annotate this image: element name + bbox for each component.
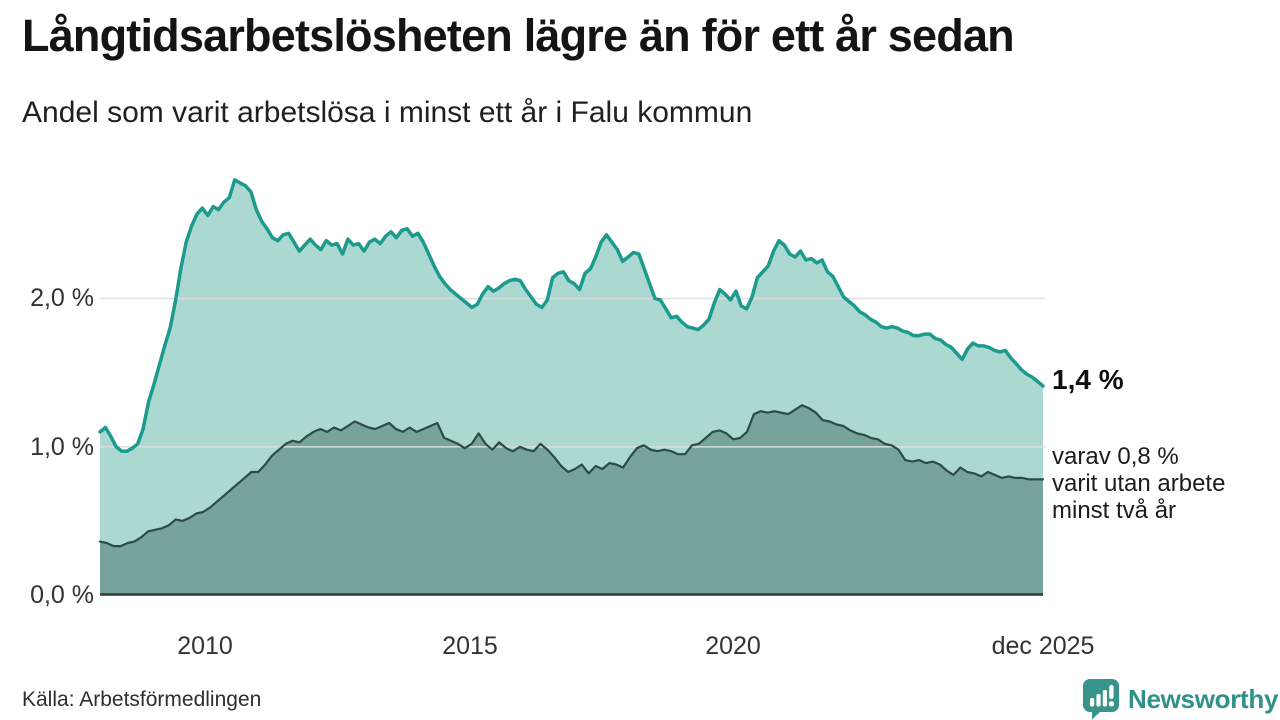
- secondary-annotation-line3: minst två år: [1052, 497, 1177, 524]
- series-line-1: [98, 404, 1045, 548]
- xtick-dec-2025: dec 2025: [991, 632, 1095, 660]
- secondary-annotation-line2: varit utan arbete: [1052, 470, 1226, 497]
- logo-bar-2: [1096, 694, 1101, 707]
- newsworthy-logo-icon: [1083, 679, 1119, 720]
- secondary-annotation: varav 0,8 % varit utan arbete minst två …: [1052, 443, 1225, 524]
- xtick-2010: 2010: [177, 632, 233, 660]
- ytick-2_0: 2,0 %: [30, 284, 94, 312]
- newsworthy-logo: Newsworthy: [1082, 678, 1278, 720]
- newsworthy-logo-text: Newsworthy: [1128, 683, 1279, 714]
- logo-bar-1: [1090, 698, 1095, 707]
- series-area-1: [100, 405, 1043, 595]
- logo-exclamation-dot: [1108, 701, 1115, 707]
- latest-value-label: 1,4 %: [1052, 364, 1124, 395]
- source-credit: Källa: Arbetsförmedlingen: [22, 688, 262, 711]
- logo-exclamation-bar: [1109, 685, 1114, 699]
- page-title: Långtidsarbetslösheten lägre än för ett …: [22, 10, 1015, 61]
- logo-bar-3: [1102, 690, 1107, 707]
- secondary-annotation-line1: varav 0,8 %: [1052, 443, 1179, 470]
- xtick-2015: 2015: [442, 632, 498, 660]
- xtick-2020: 2020: [705, 632, 761, 660]
- series-line-0: [98, 178, 1045, 453]
- ytick-0_0: 0,0 %: [30, 581, 94, 609]
- chart-subtitle: Andel som varit arbetslösa i minst ett å…: [22, 96, 753, 129]
- ytick-1_0: 1,0 %: [30, 433, 94, 461]
